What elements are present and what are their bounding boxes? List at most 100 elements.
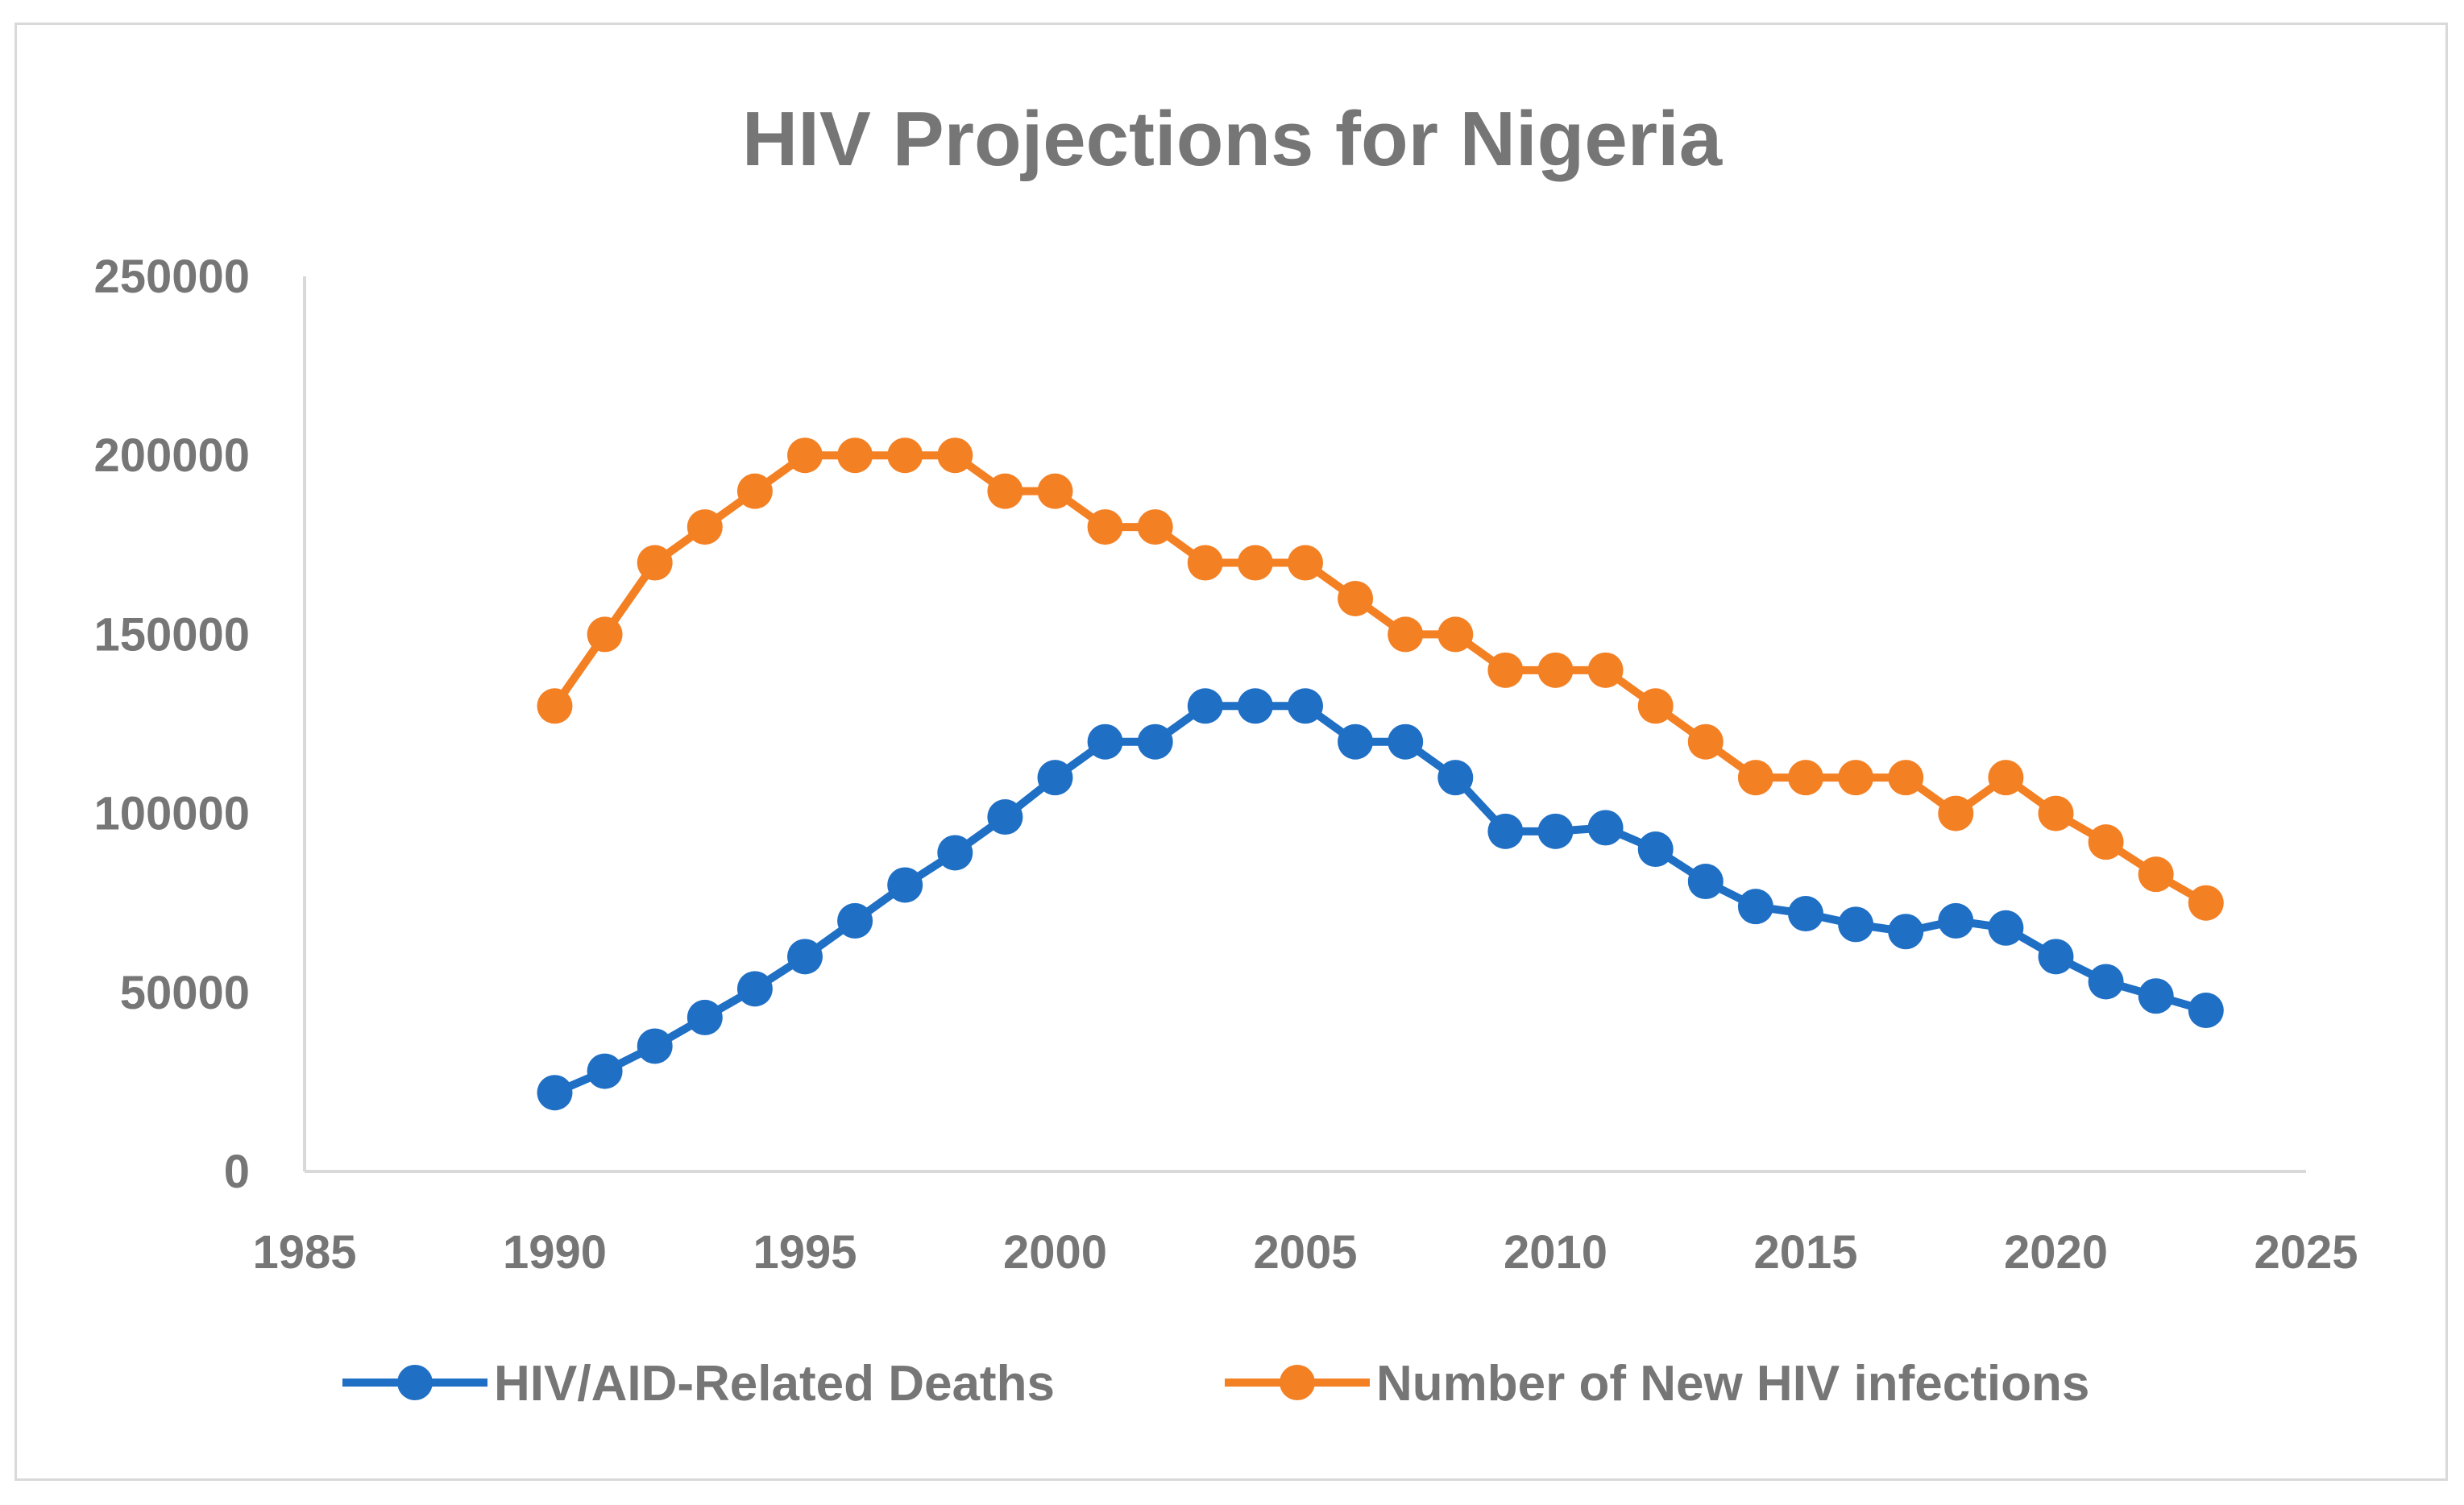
data-point [987,799,1023,835]
series-2 [537,437,2224,921]
y-tick-label: 200000 [93,429,250,482]
data-point [2138,978,2174,1014]
data-point [1388,723,1424,760]
x-tick-label: 2000 [1003,1226,1107,1279]
data-point [837,902,873,939]
legend-label: HIV/AID-Related Deaths [494,1356,1055,1412]
data-point [1087,723,1123,760]
data-point [937,437,973,474]
x-tick-label: 2015 [1753,1226,1857,1279]
legend-item-1: HIV/AID-Related Deaths [342,1356,1055,1412]
x-tick-label: 1990 [503,1226,607,1279]
data-point [1087,509,1123,545]
data-point [1187,545,1223,581]
data-point [1788,760,1823,796]
data-point [1288,688,1323,724]
data-point [736,473,773,509]
data-point [1288,545,1323,581]
data-point [1437,616,1474,653]
legend-item-2: Number of New HIV infections [1225,1356,2089,1412]
data-point [1687,864,1724,900]
data-point [787,437,823,474]
data-point [1537,813,1574,849]
data-point [637,1028,673,1064]
data-point [987,473,1023,509]
data-point [1137,509,1173,545]
data-point [1737,760,1773,796]
data-point [587,616,623,653]
data-point [2038,795,2074,831]
data-point [537,1075,573,1111]
x-tick-label: 2025 [2254,1226,2358,1279]
data-point [887,867,923,903]
x-tick-label: 2005 [1253,1226,1357,1279]
y-tick-label: 0 [224,1146,250,1198]
x-tick-label: 2020 [2004,1226,2108,1279]
data-point [1637,688,1674,724]
data-point [2188,885,2224,921]
data-point [2138,856,2174,893]
data-point [1338,580,1374,616]
data-point [1237,688,1273,724]
data-point [887,437,923,474]
data-point [2188,993,2224,1029]
data-point [537,688,573,724]
x-tick-label: 1985 [252,1226,356,1279]
data-point [1437,760,1474,796]
data-point [1338,723,1374,760]
data-point [1888,914,1924,950]
data-point [1587,652,1624,688]
data-point [937,835,973,871]
data-point [1487,813,1524,849]
series-line [550,702,2210,1097]
data-point [1687,723,1724,760]
data-point [1637,831,1674,868]
series-1 [537,688,2224,1111]
data-point [1788,896,1823,932]
data-point [1737,889,1773,925]
y-tick-label: 150000 [93,608,250,661]
data-point [1938,902,1974,939]
data-point [1838,906,1874,943]
x-tick-label: 2010 [1504,1226,1607,1279]
y-tick-label: 100000 [93,788,250,840]
data-point [687,999,723,1035]
data-point [1037,760,1073,796]
data-point [1938,795,1974,831]
chart-title: HIV Projections for Nigeria [742,96,1723,182]
data-point [787,939,823,975]
axes [303,276,2306,1173]
data-point [736,971,773,1007]
legend: HIV/AID-Related Deaths Number of New HIV … [342,1356,2089,1412]
data-point [687,509,723,545]
legend-swatch-marker [1280,1365,1315,1400]
series-layer [537,437,2224,1111]
data-point [1237,545,1273,581]
legend-label: Number of New HIV infections [1376,1356,2089,1412]
data-point [2038,939,2074,975]
data-point [837,437,873,474]
x-axis-ticks: 1985 1990 1995 2000 2005 2010 2015 2020 2025 [252,1226,2358,1279]
data-point [1587,810,1624,846]
data-point [587,1053,623,1089]
data-point [637,545,673,581]
data-point [1838,760,1874,796]
data-point [1988,760,2024,796]
data-point [1137,723,1173,760]
data-point [1888,760,1924,796]
series-line [550,451,2210,907]
y-tick-label: 50000 [120,967,250,1019]
data-point [1537,652,1574,688]
y-tick-label: 250000 [93,251,250,303]
data-point [1388,616,1424,653]
data-point [1988,910,2024,946]
x-tick-label: 1995 [753,1226,857,1279]
legend-swatch-marker [397,1365,433,1400]
data-point [1187,688,1223,724]
data-point [1487,652,1524,688]
y-axis-ticks: 0 50000 100000 150000 200000 250000 [93,251,250,1198]
data-point [1037,473,1073,509]
data-point [2088,964,2124,1000]
data-point [2088,824,2124,860]
